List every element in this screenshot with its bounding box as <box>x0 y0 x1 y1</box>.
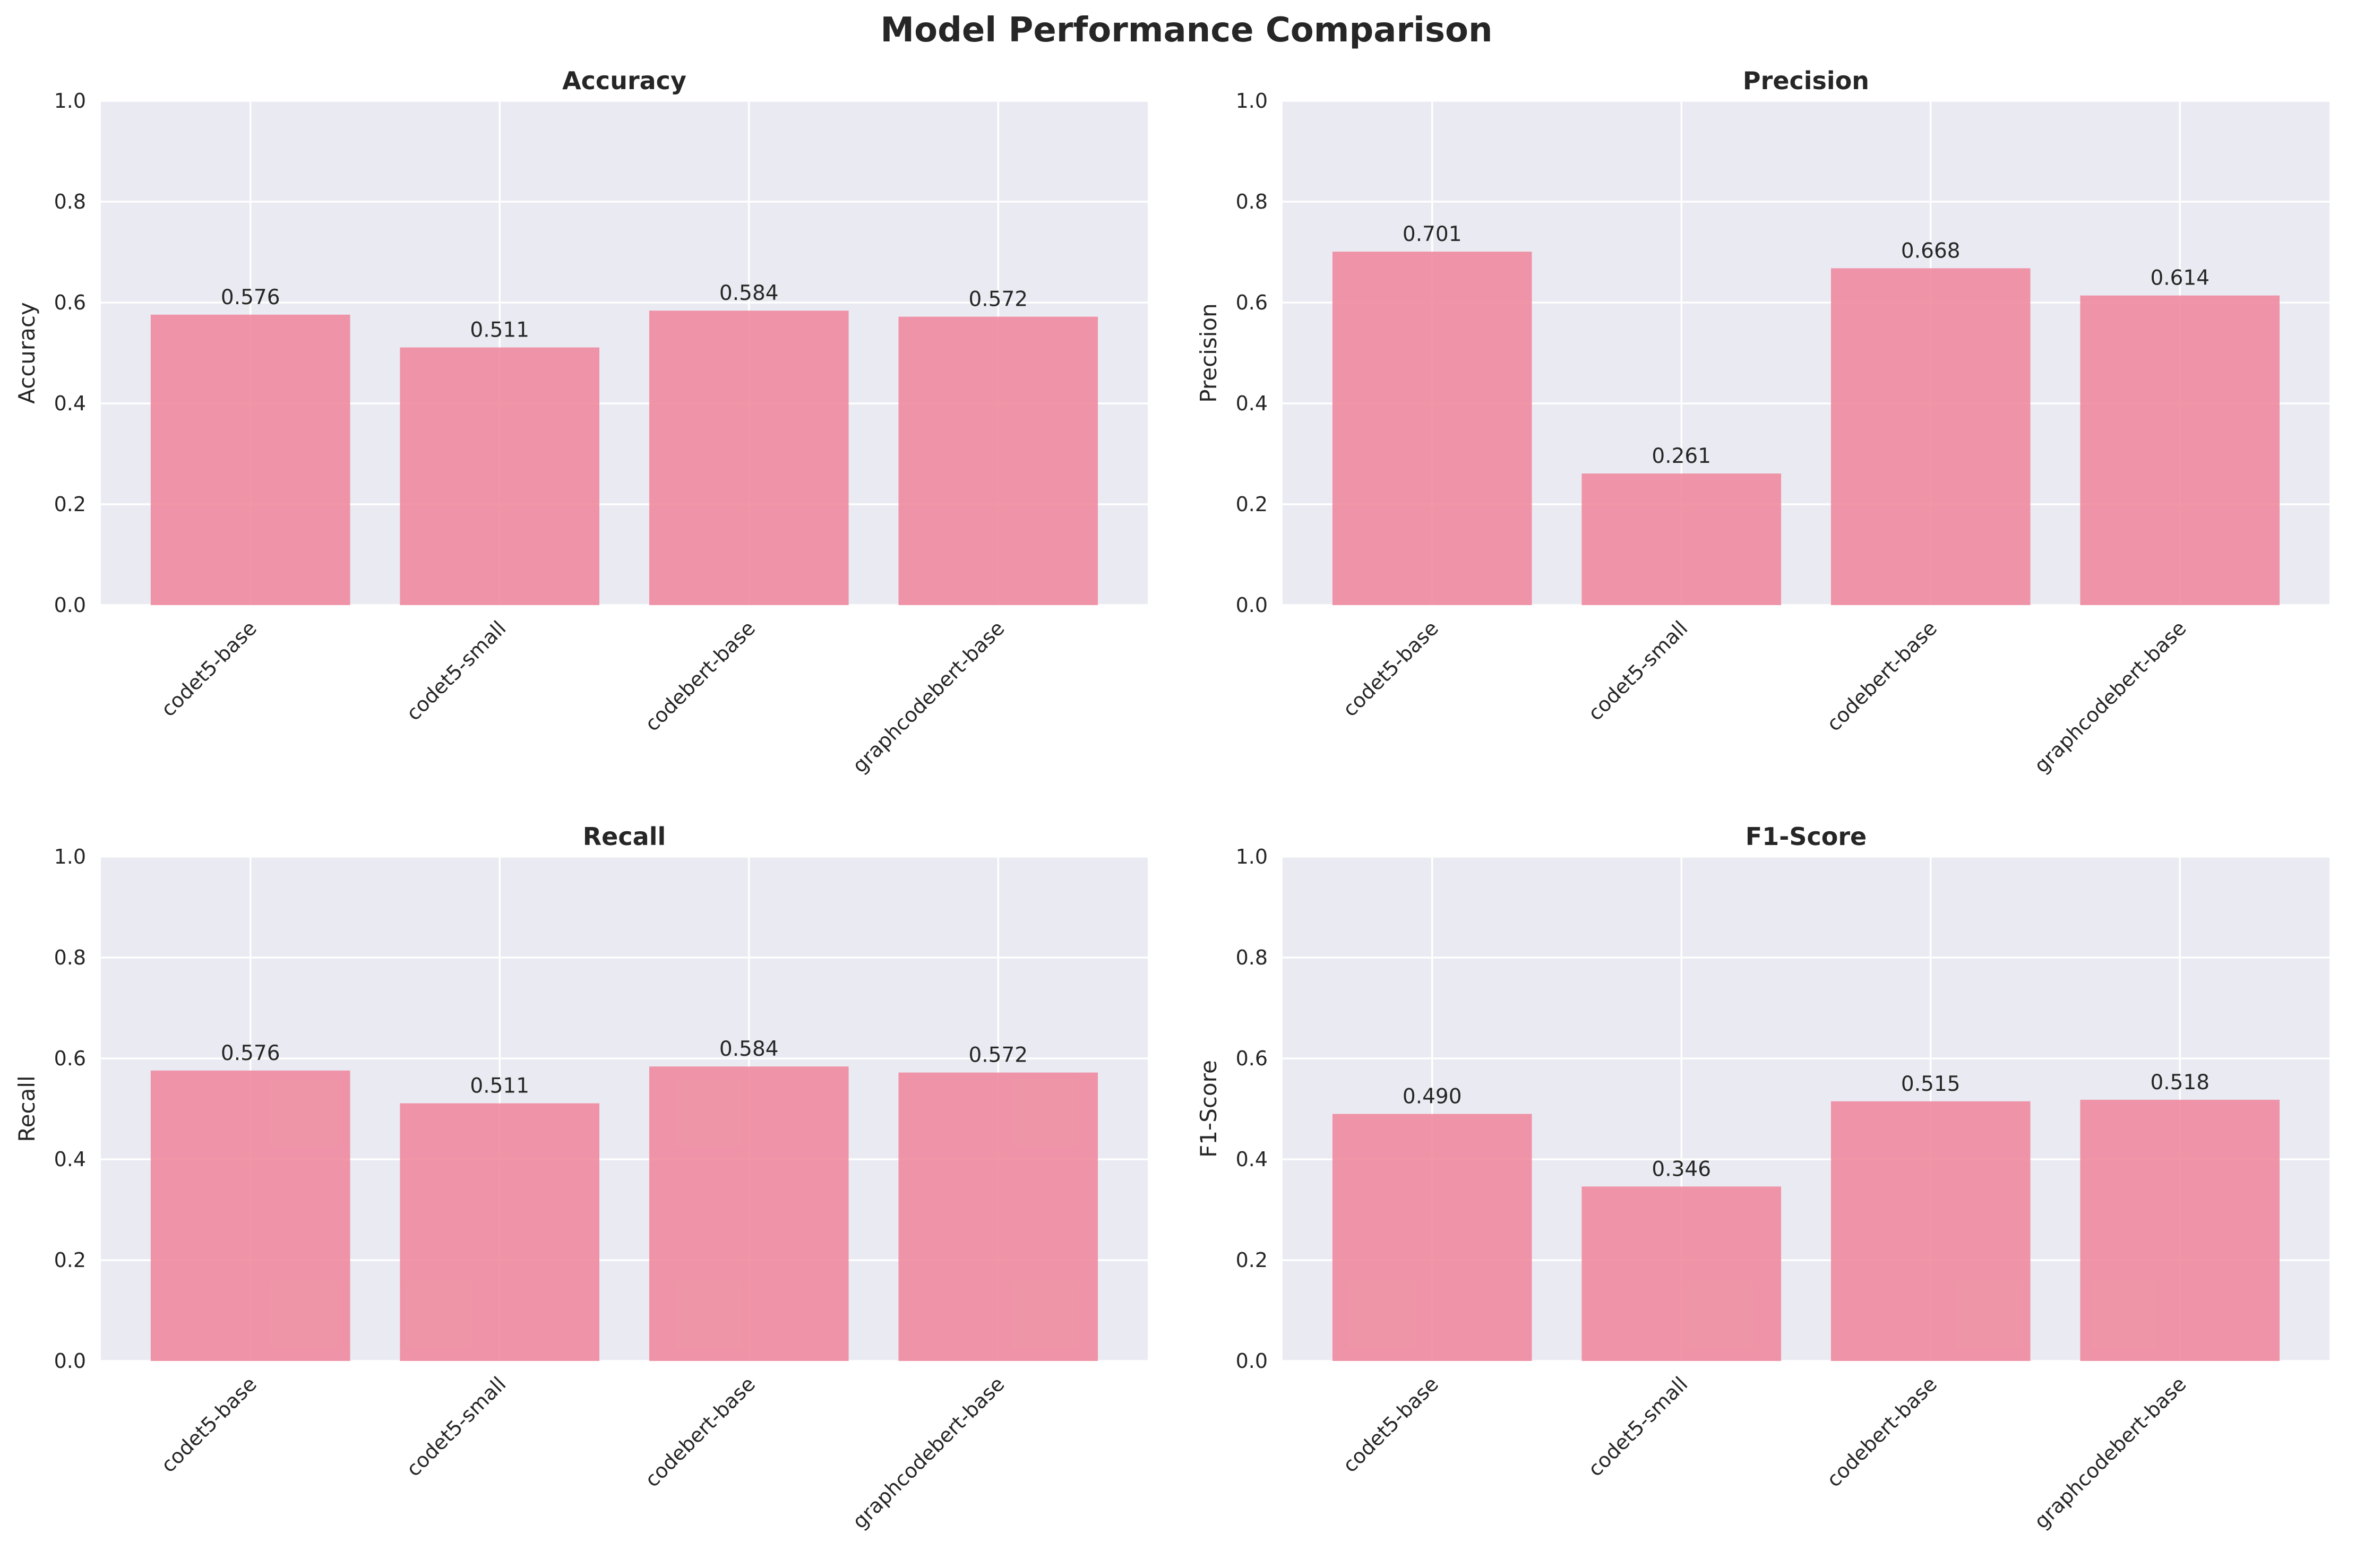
accuracy-ytick-label: 0.2 <box>54 493 86 516</box>
f1-score-bar-graphcodebert-base <box>2080 1099 2280 1361</box>
recall-value-label: 0.572 <box>968 1044 1028 1067</box>
recall-ytick-label: 0.6 <box>54 1047 86 1070</box>
accuracy-bar-graphcodebert-base <box>898 316 1098 605</box>
precision-value-label: 0.261 <box>1652 444 1711 468</box>
precision-value-label: 0.668 <box>1901 239 1961 263</box>
accuracy-bar-codebert-base <box>649 311 849 605</box>
f1-score-xtick-label: codebert-base <box>1822 1372 1941 1492</box>
accuracy-value-label: 0.584 <box>719 281 779 305</box>
accuracy-ytick-label: 0.6 <box>54 291 86 314</box>
f1-score-value-label: 0.490 <box>1403 1085 1462 1109</box>
f1-score-ytick-label: 1.0 <box>1236 845 1268 868</box>
precision-ytick-label: 0.2 <box>1236 493 1268 516</box>
precision-xtick-label: graphcodebert-base <box>2030 616 2190 777</box>
accuracy-bar-codet5-base <box>150 314 350 605</box>
recall-xtick-label: codet5-small <box>402 1372 511 1481</box>
accuracy-value-label: 0.576 <box>221 286 280 309</box>
accuracy-ytick-label: 0.8 <box>54 190 86 213</box>
precision-ytick-label: 0.4 <box>1236 392 1268 415</box>
precision-ytick-label: 1.0 <box>1236 89 1268 113</box>
accuracy-xtick-label: codet5-small <box>402 616 511 725</box>
panel-recall: 0.0 0.2 0.4 0.6 0.8 1.0 0.576 0.511 0.584 0.572 co… <box>14 822 1148 1533</box>
f1-score-title: F1-Score <box>1746 822 1867 851</box>
precision-value-label: 0.614 <box>2150 266 2209 290</box>
recall-value-label: 0.584 <box>719 1037 779 1061</box>
f1-score-ytick-label: 0.6 <box>1236 1047 1268 1070</box>
recall-ytick-label: 0.4 <box>54 1148 86 1171</box>
f1-score-ytick-label: 0.4 <box>1236 1148 1268 1171</box>
precision-bar-codet5-base <box>1332 252 1532 605</box>
accuracy-xtick-label: codebert-base <box>640 616 760 736</box>
accuracy-ytick-label: 0.0 <box>54 593 86 617</box>
accuracy-value-label: 0.511 <box>470 318 529 342</box>
f1-score-xtick-label: graphcodebert-base <box>2030 1372 2190 1533</box>
f1-score-value-label: 0.346 <box>1652 1157 1711 1181</box>
recall-ytick-label: 1.0 <box>54 845 86 868</box>
accuracy-xtick-label: codet5-base <box>157 616 261 721</box>
figure-title: Model Performance Comparison <box>880 11 1492 50</box>
recall-ytick-label: 0.2 <box>54 1248 86 1272</box>
accuracy-value-label: 0.572 <box>968 288 1028 312</box>
precision-title: Precision <box>1743 66 1869 95</box>
recall-bar-codet5-small <box>400 1103 600 1361</box>
recall-title: Recall <box>583 822 666 851</box>
panel-precision: 0.0 0.2 0.4 0.6 0.8 1.0 0.701 0.261 0.668 0.614 co… <box>1196 66 2329 778</box>
precision-ytick-label: 0.8 <box>1236 190 1268 213</box>
f1-score-bar-codebert-base <box>1830 1101 2031 1361</box>
precision-bar-codebert-base <box>1830 268 2031 605</box>
recall-ytick-label: 0.8 <box>54 946 86 969</box>
precision-xtick-label: codet5-small <box>1584 616 1692 725</box>
precision-ytick-label: 0.0 <box>1236 593 1268 617</box>
f1-score-ytick-label: 0.2 <box>1236 1248 1268 1272</box>
precision-xtick-label: codebert-base <box>1822 616 1941 736</box>
recall-bar-codet5-base <box>150 1070 350 1361</box>
f1-score-y-axis-label: F1-Score <box>1196 1060 1222 1158</box>
panel-accuracy: 0.0 0.2 0.4 0.6 0.8 1.0 0.576 0.511 0.584 0.572 co… <box>14 66 1148 778</box>
precision-bar-codet5-small <box>1581 473 1782 605</box>
precision-y-axis-label: Precision <box>1196 303 1222 402</box>
f1-score-bar-codet5-base <box>1332 1114 1532 1361</box>
f1-score-value-label: 0.518 <box>2150 1071 2209 1095</box>
recall-bar-graphcodebert-base <box>898 1072 1098 1361</box>
f1-score-xtick-label: codet5-small <box>1584 1372 1692 1481</box>
accuracy-title: Accuracy <box>562 66 686 95</box>
accuracy-ytick-label: 1.0 <box>54 89 86 113</box>
accuracy-bar-codet5-small <box>400 347 600 605</box>
precision-ytick-label: 0.6 <box>1236 291 1268 314</box>
f1-score-ytick-label: 0.8 <box>1236 946 1268 969</box>
recall-xtick-label: graphcodebert-base <box>848 1372 1009 1533</box>
accuracy-y-axis-label: Accuracy <box>14 302 40 404</box>
f1-score-ytick-label: 0.0 <box>1236 1349 1268 1373</box>
recall-xtick-label: codebert-base <box>640 1372 760 1492</box>
recall-bar-codebert-base <box>649 1066 849 1361</box>
f1-score-xtick-label: codet5-base <box>1338 1372 1443 1477</box>
f1-score-bar-codet5-small <box>1581 1186 1782 1361</box>
precision-xtick-label: codet5-base <box>1338 616 1443 721</box>
precision-bar-graphcodebert-base <box>2080 295 2280 605</box>
recall-y-axis-label: Recall <box>14 1075 40 1142</box>
recall-xtick-label: codet5-base <box>157 1372 261 1477</box>
precision-value-label: 0.701 <box>1403 222 1462 246</box>
panel-f1-score: 0.0 0.2 0.4 0.6 0.8 1.0 0.490 0.346 0.515 0.518 co… <box>1196 822 2329 1533</box>
recall-value-label: 0.576 <box>221 1041 280 1065</box>
recall-ytick-label: 0.0 <box>54 1349 86 1373</box>
accuracy-xtick-label: graphcodebert-base <box>848 616 1009 777</box>
recall-value-label: 0.511 <box>470 1074 529 1098</box>
accuracy-ytick-label: 0.4 <box>54 392 86 415</box>
f1-score-value-label: 0.515 <box>1901 1072 1961 1096</box>
